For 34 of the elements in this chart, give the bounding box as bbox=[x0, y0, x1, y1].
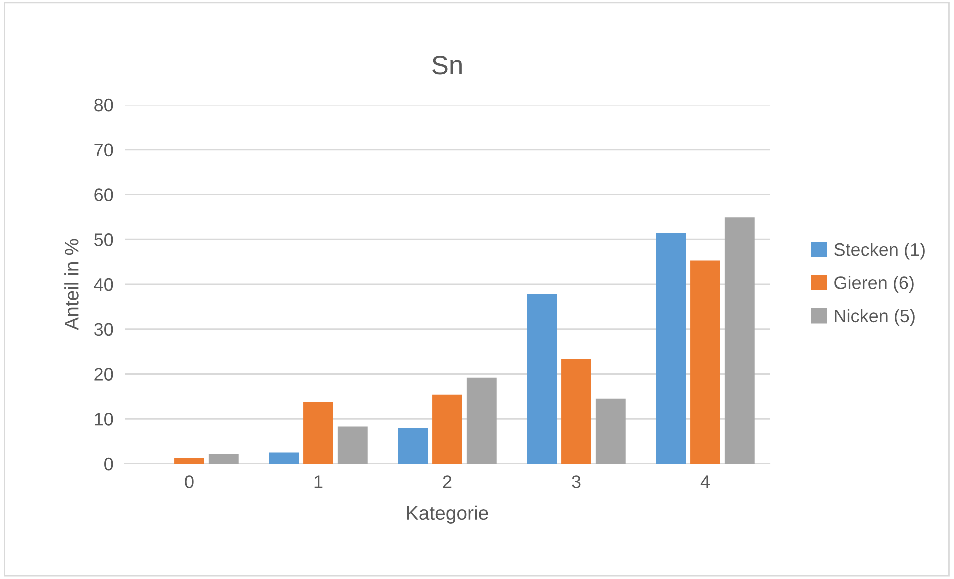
bar bbox=[174, 458, 204, 464]
legend-label: Nicken (5) bbox=[835, 309, 915, 326]
y-tick-label: 60 bbox=[94, 188, 114, 202]
legend-label: Stecken (1) bbox=[834, 242, 925, 260]
x-tick-label: 3 bbox=[572, 476, 581, 488]
y-tick-label: 10 bbox=[95, 413, 114, 426]
bar bbox=[269, 452, 300, 464]
x-axis-title: Kategorie bbox=[407, 506, 488, 524]
bar bbox=[527, 294, 558, 464]
bar bbox=[432, 394, 462, 464]
y-tick-label: 30 bbox=[94, 323, 114, 336]
y-tick-label: 80 bbox=[94, 98, 114, 112]
legend-label: Gieren (6) bbox=[834, 276, 914, 293]
bar bbox=[338, 426, 368, 464]
y-tick-label: 40 bbox=[94, 278, 114, 292]
bar bbox=[562, 358, 592, 464]
y-tick-label: 0 bbox=[104, 458, 114, 471]
bar bbox=[398, 428, 428, 464]
x-tick-label: 1 bbox=[314, 476, 323, 488]
bar bbox=[690, 260, 720, 464]
chart-title: Sn bbox=[432, 56, 462, 75]
y-tick-label: 70 bbox=[94, 144, 114, 157]
x-tick-label: 0 bbox=[185, 476, 194, 488]
bar bbox=[596, 398, 626, 464]
bar bbox=[656, 233, 686, 464]
bar bbox=[304, 402, 334, 464]
y-tick-label: 20 bbox=[94, 368, 114, 381]
bar bbox=[466, 378, 497, 464]
x-tick-label: 2 bbox=[443, 476, 452, 488]
y-axis-title: Anteil in % bbox=[64, 239, 79, 330]
x-tick-label: 4 bbox=[700, 476, 710, 488]
bar bbox=[724, 218, 755, 464]
bar bbox=[208, 454, 239, 464]
y-tick-label: 50 bbox=[94, 234, 114, 246]
